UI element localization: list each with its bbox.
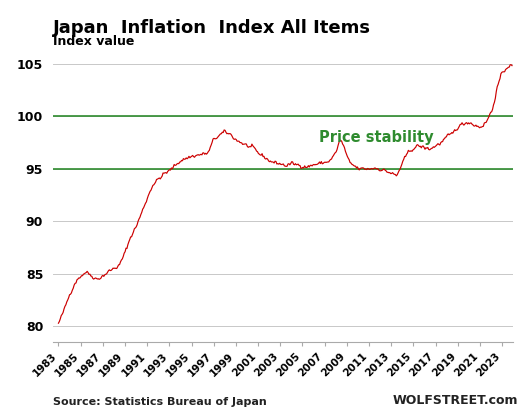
Text: Source: Statistics Bureau of Japan: Source: Statistics Bureau of Japan xyxy=(53,397,267,407)
Text: Japan  Inflation  Index All Items: Japan Inflation Index All Items xyxy=(53,19,371,37)
Text: Price stability: Price stability xyxy=(319,130,434,145)
Text: Index value: Index value xyxy=(53,35,134,48)
Text: WOLFSTREET.com: WOLFSTREET.com xyxy=(393,394,518,407)
